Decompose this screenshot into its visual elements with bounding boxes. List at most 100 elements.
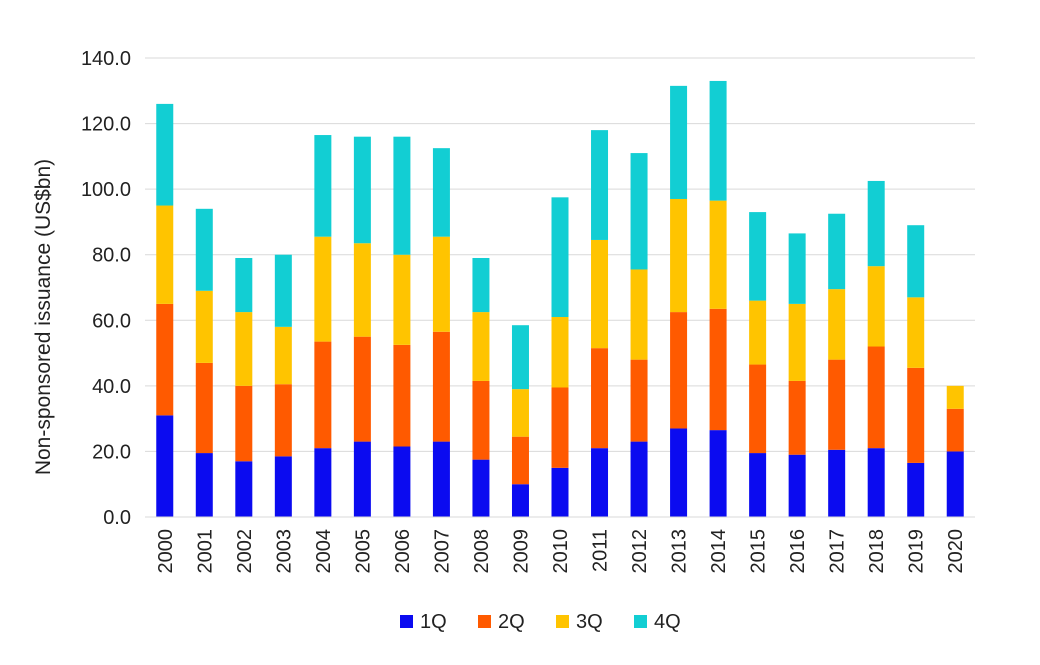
bar-segment (591, 239, 609, 349)
x-tick-label: 2018 (866, 529, 888, 574)
bar-segment (828, 289, 846, 360)
bar-segment (591, 348, 609, 449)
legend-swatch (634, 615, 647, 628)
bar-segment (235, 257, 253, 313)
bar-segment (511, 389, 529, 437)
bar-segment (393, 446, 411, 517)
x-tick-label: 2011 (590, 529, 612, 572)
bar-segment (274, 254, 292, 327)
bar-segment (591, 130, 609, 240)
bar-segment (670, 85, 688, 199)
bar-segment (432, 441, 450, 517)
bar-segment (867, 346, 885, 449)
x-tick-label: 2012 (629, 529, 651, 574)
x-tick-label: 2004 (313, 529, 335, 574)
bar-segment (630, 359, 648, 442)
legend-label: 3Q (576, 611, 603, 633)
bar-segment (472, 257, 490, 313)
bar-segment (353, 243, 371, 337)
y-tick-label: 120.0 (81, 114, 131, 136)
x-tick-label: 2020 (945, 529, 967, 574)
bar-segment (195, 362, 213, 454)
bar-segment (432, 236, 450, 332)
bar-segment (432, 148, 450, 237)
legend-swatch (478, 615, 491, 628)
bar-segment (235, 312, 253, 386)
bar-segment (788, 454, 806, 517)
bar-segment (393, 136, 411, 255)
bar-segment (314, 135, 332, 237)
y-tick-label: 80.0 (92, 245, 131, 267)
y-axis-title: Non-sponsored issuance (US$bn) (32, 159, 55, 475)
bar-segment (828, 449, 846, 517)
bar-segment (946, 385, 964, 409)
bar-segment (472, 312, 490, 381)
bar-segment (946, 408, 964, 452)
x-tick-label: 2001 (194, 529, 216, 574)
bar-segment (156, 415, 174, 517)
x-tick-label: 2000 (155, 529, 177, 574)
bar-segment (749, 300, 767, 365)
bar-segment (314, 236, 332, 342)
bar-segment (235, 385, 253, 462)
bar-segment (749, 212, 767, 301)
bar-segment (630, 269, 648, 360)
y-tick-label: 100.0 (81, 179, 131, 201)
bar-segment (907, 225, 925, 298)
legend-label: 2Q (498, 611, 525, 633)
legend-swatch (400, 615, 413, 628)
legend-label: 1Q (420, 611, 447, 633)
bar-segment (867, 266, 885, 347)
bar-segment (472, 459, 490, 517)
bar-segment (274, 456, 292, 517)
bar-segment (828, 359, 846, 450)
y-tick-label: 20.0 (92, 441, 131, 463)
bars (156, 80, 964, 517)
bar-segment (156, 303, 174, 416)
bar-segment (630, 441, 648, 517)
bar-segment (314, 341, 332, 449)
x-tick-label: 2014 (708, 529, 730, 574)
bar-segment (788, 380, 806, 455)
bar-segment (393, 344, 411, 447)
bar-segment (156, 205, 174, 304)
bar-segment (907, 462, 925, 517)
bar-segment (551, 467, 569, 517)
y-tick-label: 40.0 (92, 376, 131, 398)
x-tick-label: 2015 (748, 529, 770, 574)
bar-segment (907, 297, 925, 368)
x-tick-label: 2013 (669, 529, 691, 574)
bar-segment (709, 430, 727, 517)
bar-segment (274, 326, 292, 385)
bar-segment (867, 180, 885, 267)
bar-segment (393, 254, 411, 345)
bar-segment (551, 317, 569, 388)
bar-segment (630, 153, 648, 270)
x-tick-label: 2003 (273, 529, 295, 574)
bar-segment (235, 461, 253, 517)
bar-segment (314, 448, 332, 517)
legend-label: 4Q (654, 611, 681, 633)
y-tick-label: 140.0 (81, 48, 131, 70)
bar-segment (828, 213, 846, 290)
x-tick-label: 2002 (234, 529, 256, 574)
bar-segment (788, 303, 806, 381)
y-tick-label: 0.0 (103, 507, 131, 529)
bar-segment (749, 453, 767, 517)
bar-segment (709, 200, 727, 309)
bar-segment (551, 197, 569, 318)
bar-segment (195, 290, 213, 363)
x-tick-label: 2008 (471, 529, 493, 574)
y-tick-label: 60.0 (92, 310, 131, 332)
x-tick-label: 2006 (392, 529, 414, 574)
legend: 1Q 2Q 3Q 4Q (400, 611, 681, 633)
bar-segment (670, 198, 688, 313)
bar-segment (749, 364, 767, 454)
bar-segment (591, 448, 609, 517)
bar-segment (867, 448, 885, 517)
x-tick-label: 2019 (906, 529, 928, 574)
bar-segment (946, 451, 964, 517)
bar-segment (156, 103, 174, 206)
bar-segment (432, 331, 450, 442)
